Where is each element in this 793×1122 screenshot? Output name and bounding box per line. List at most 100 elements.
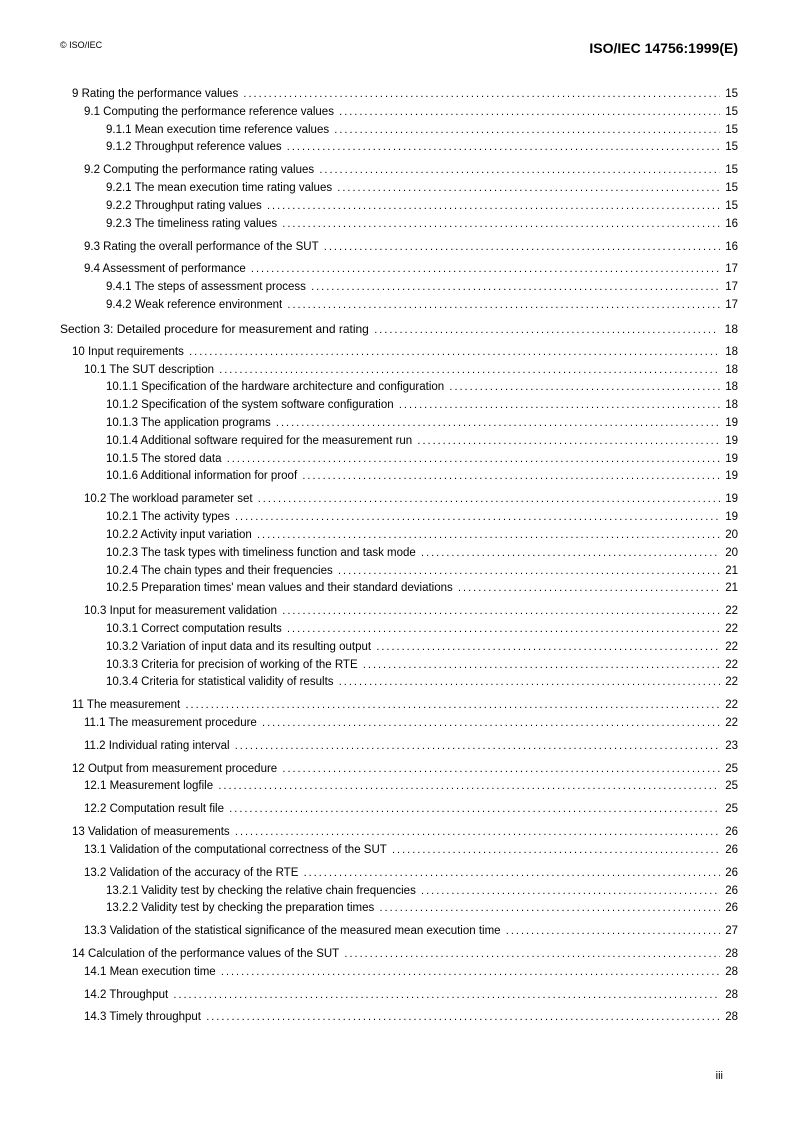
toc-page: 18 bbox=[720, 344, 738, 362]
toc-label: 10.1.2 Specification of the system softw… bbox=[106, 397, 399, 415]
toc-page: 15 bbox=[720, 180, 738, 198]
toc-page: 20 bbox=[720, 527, 738, 545]
toc-leader bbox=[287, 621, 720, 638]
toc-leader bbox=[287, 297, 720, 314]
toc-page: 27 bbox=[720, 923, 738, 941]
toc-entry: 10.2 The workload parameter set 19 bbox=[60, 491, 738, 509]
toc-entry: 14 Calculation of the performance values… bbox=[60, 946, 738, 964]
toc-entry: 9.4.1 The steps of assessment process 17 bbox=[60, 279, 738, 297]
toc-entry: 9.2 Computing the performance rating val… bbox=[60, 162, 738, 180]
toc-leader bbox=[324, 239, 720, 256]
toc-label: 9.4.2 Weak reference environment bbox=[106, 297, 287, 315]
toc-entry: 13.2.2 Validity test by checking the pre… bbox=[60, 900, 738, 918]
toc-entry: 9.2.3 The timeliness rating values 16 bbox=[60, 216, 738, 234]
toc-leader bbox=[251, 261, 720, 278]
toc-label: 9.2.1 The mean execution time rating val… bbox=[106, 180, 337, 198]
toc-leader bbox=[376, 639, 720, 656]
toc-leader bbox=[189, 344, 720, 361]
toc-label: 10.2.3 The task types with timeliness fu… bbox=[106, 545, 421, 563]
toc-label: 10.2 The workload parameter set bbox=[84, 491, 258, 509]
toc-label: 10.3.3 Criteria for precision of working… bbox=[106, 657, 363, 675]
toc-page: 21 bbox=[720, 563, 738, 581]
toc-entry: 9.1 Computing the performance reference … bbox=[60, 104, 738, 122]
toc-entry: 13.2.1 Validity test by checking the rel… bbox=[60, 883, 738, 901]
page-number: iii bbox=[716, 1070, 723, 1082]
toc-page: 28 bbox=[720, 946, 738, 964]
toc-entry: 14.1 Mean execution time 28 bbox=[60, 964, 738, 982]
toc-page: 15 bbox=[720, 162, 738, 180]
toc-label: 13.3 Validation of the statistical signi… bbox=[84, 923, 506, 941]
toc-label: 13.2.2 Validity test by checking the pre… bbox=[106, 900, 379, 918]
toc-page: 18 bbox=[720, 397, 738, 415]
toc-entry: 13.2 Validation of the accuracy of the R… bbox=[60, 865, 738, 883]
toc-label: 14.2 Throughput bbox=[84, 987, 173, 1005]
toc-entry: 10.2.3 The task types with timeliness fu… bbox=[60, 545, 738, 563]
toc-page: 19 bbox=[720, 415, 738, 433]
toc-leader bbox=[302, 468, 720, 485]
toc-entry: 10.3.4 Criteria for statistical validity… bbox=[60, 674, 738, 692]
toc-label: 10.1.4 Additional software required for … bbox=[106, 433, 417, 451]
toc-label: 10.1.6 Additional information for proof bbox=[106, 468, 302, 486]
toc-entry: 10.1.1 Specification of the hardware arc… bbox=[60, 379, 738, 397]
toc-leader bbox=[229, 801, 720, 818]
toc-leader bbox=[458, 580, 720, 597]
page-header: © ISO/IEC ISO/IEC 14756:1999(E) bbox=[60, 40, 738, 56]
toc-label: 10.1.5 The stored data bbox=[106, 451, 227, 469]
toc-label: 10.2.1 The activity types bbox=[106, 509, 235, 527]
toc-entry: 9 Rating the performance values 15 bbox=[60, 86, 738, 104]
toc-leader bbox=[287, 139, 720, 156]
toc-entry: 10.1.3 The application programs 19 bbox=[60, 415, 738, 433]
toc-page: 17 bbox=[720, 297, 738, 315]
toc-leader bbox=[267, 198, 720, 215]
toc-page: 22 bbox=[720, 697, 738, 715]
toc-label: 10.3.1 Correct computation results bbox=[106, 621, 287, 639]
toc-entry: 10.1.6 Additional information for proof … bbox=[60, 468, 738, 486]
toc-entry: 13.3 Validation of the statistical signi… bbox=[60, 923, 738, 941]
toc-entry: 10.2.2 Activity input variation 20 bbox=[60, 527, 738, 545]
toc-entry: 10.3 Input for measurement validation 22 bbox=[60, 603, 738, 621]
toc-entry: 11.1 The measurement procedure 22 bbox=[60, 715, 738, 733]
toc-page: 28 bbox=[720, 964, 738, 982]
toc-leader bbox=[235, 509, 720, 526]
toc-label: 13 Validation of measurements bbox=[72, 824, 235, 842]
toc-label: 13.2.1 Validity test by checking the rel… bbox=[106, 883, 421, 901]
toc-page: 19 bbox=[720, 491, 738, 509]
toc-entry: 9.4 Assessment of performance 17 bbox=[60, 261, 738, 279]
toc-leader bbox=[282, 603, 720, 620]
toc-label: 10.3.4 Criteria for statistical validity… bbox=[106, 674, 339, 692]
toc-label: 12.2 Computation result file bbox=[84, 801, 229, 819]
toc-leader bbox=[282, 761, 720, 778]
toc-page: 26 bbox=[720, 883, 738, 901]
toc-leader bbox=[399, 397, 720, 414]
toc-label: 12.1 Measurement logfile bbox=[84, 778, 218, 796]
toc-leader bbox=[235, 824, 720, 841]
toc-label: 10.1.3 The application programs bbox=[106, 415, 276, 433]
toc-entry: 10.1.2 Specification of the system softw… bbox=[60, 397, 738, 415]
toc-label: 14.1 Mean execution time bbox=[84, 964, 221, 982]
toc-leader bbox=[258, 491, 720, 508]
toc-entry: 14.2 Throughput 28 bbox=[60, 987, 738, 1005]
toc-leader bbox=[421, 545, 720, 562]
toc-leader bbox=[392, 842, 720, 859]
toc-entry: 9.3 Rating the overall performance of th… bbox=[60, 239, 738, 257]
toc-label: 10.2.5 Preparation times' mean values an… bbox=[106, 580, 458, 598]
toc-entry: 10.3.1 Correct computation results 22 bbox=[60, 621, 738, 639]
toc-page: 23 bbox=[720, 738, 738, 756]
toc-entry: 10.1.5 The stored data 19 bbox=[60, 451, 738, 469]
toc-page: 26 bbox=[720, 824, 738, 842]
toc-page: 25 bbox=[720, 801, 738, 819]
toc-page: 16 bbox=[720, 239, 738, 257]
toc-page: 15 bbox=[720, 198, 738, 216]
toc-container: 9 Rating the performance values 159.1 Co… bbox=[60, 86, 738, 1027]
toc-page: 17 bbox=[720, 279, 738, 297]
toc-entry: 12.2 Computation result file 25 bbox=[60, 801, 738, 819]
toc-leader bbox=[257, 527, 720, 544]
toc-entry: 10 Input requirements 18 bbox=[60, 344, 738, 362]
toc-entry: 12.1 Measurement logfile 25 bbox=[60, 778, 738, 796]
toc-label: 11 The measurement bbox=[72, 697, 185, 715]
toc-label: 9.2 Computing the performance rating val… bbox=[84, 162, 319, 180]
toc-page: 19 bbox=[720, 451, 738, 469]
toc-page: 15 bbox=[720, 122, 738, 140]
toc-leader bbox=[243, 86, 720, 103]
toc-label: 9.4 Assessment of performance bbox=[84, 261, 251, 279]
